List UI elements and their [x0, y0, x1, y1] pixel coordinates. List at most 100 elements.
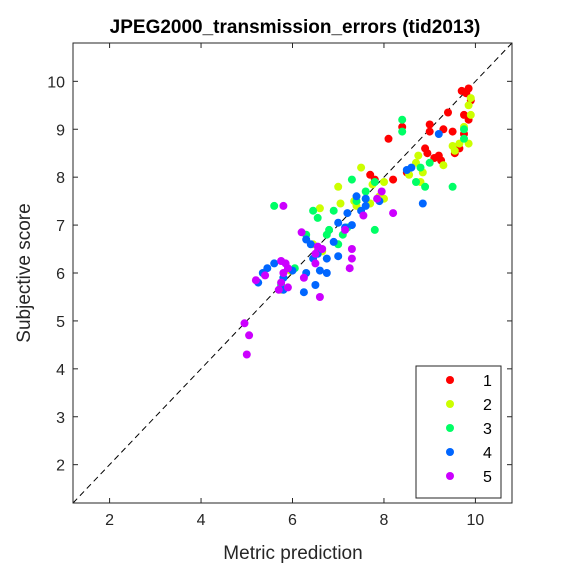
- data-point-series-5: [377, 187, 386, 196]
- data-point-series-4: [361, 194, 370, 203]
- data-point-series-3: [370, 225, 379, 234]
- data-point-series-4: [352, 192, 361, 201]
- data-point-series-2: [380, 178, 388, 186]
- data-point-series-3: [425, 158, 434, 167]
- data-point-series-5: [261, 271, 270, 280]
- data-point-series-2: [466, 110, 475, 119]
- data-point-series-2: [414, 151, 423, 160]
- data-point-series-3: [361, 187, 370, 196]
- reference-line-group: [72, 42, 513, 504]
- x-tick-label: 2: [105, 512, 114, 529]
- data-point-series-5: [359, 211, 368, 220]
- chart-title: JPEG2000_transmission_errors (tid2013): [110, 17, 481, 38]
- data-point-series-5: [245, 331, 254, 340]
- y-tick-label: 3: [56, 410, 65, 427]
- legend-marker-2: [446, 400, 454, 408]
- y-tick-label: 7: [56, 218, 65, 235]
- data-point-series-3: [416, 163, 425, 172]
- legend-label-2: 2: [483, 397, 492, 414]
- data-point-series-5: [283, 283, 292, 292]
- data-point-series-2: [464, 101, 473, 110]
- x-tick-label: 6: [288, 512, 297, 529]
- data-point-series-1: [423, 149, 432, 158]
- data-point-series-1: [448, 127, 457, 136]
- data-point-series-3: [398, 127, 407, 136]
- x-tick-label: 4: [197, 512, 206, 529]
- data-point-series-5: [373, 194, 382, 203]
- data-point-series-3: [412, 178, 420, 186]
- data-point-series-4: [302, 235, 311, 244]
- y-tick-label: 2: [56, 458, 65, 475]
- data-point-series-2: [439, 161, 448, 170]
- data-point-series-4: [322, 269, 331, 277]
- data-point-series-3: [370, 178, 379, 186]
- y-axis-ticks: 2 3 4 5 6 7 8 9 10: [47, 74, 512, 475]
- data-point-series-3: [347, 175, 356, 184]
- data-point-series-1: [457, 86, 466, 95]
- data-point-series-1: [389, 175, 398, 184]
- data-point-series-3: [460, 125, 468, 134]
- legend-label-5: 5: [483, 469, 492, 486]
- legend-label-4: 4: [483, 445, 492, 462]
- data-point-series-5: [251, 276, 260, 285]
- legend-marker-1: [446, 376, 454, 384]
- data-point-series-1: [425, 127, 434, 136]
- data-point-series-4: [315, 266, 324, 275]
- data-point-series-1: [384, 134, 393, 143]
- data-point-series-4: [311, 281, 320, 289]
- data-point-series-1: [425, 120, 434, 129]
- data-point-series-5: [347, 254, 356, 263]
- data-point-series-2: [334, 182, 343, 191]
- data-point-series-4: [329, 237, 338, 246]
- data-point-series-5: [279, 201, 288, 210]
- data-point-series-5: [311, 249, 320, 258]
- legend-label-1: 1: [483, 373, 492, 390]
- data-point-series-4: [334, 252, 343, 261]
- data-point-series-5: [389, 209, 398, 218]
- data-point-series-5: [240, 319, 249, 328]
- data-point-series-4: [407, 163, 416, 172]
- x-axis-ticks: 2 4 6 8 10: [105, 43, 484, 529]
- data-point-series-5: [277, 257, 286, 265]
- data-point-series-5: [311, 259, 320, 268]
- data-point-series-3: [309, 206, 318, 215]
- data-point-series-5: [242, 350, 251, 359]
- x-axis-label: Metric prediction: [223, 543, 362, 564]
- data-point-series-2: [466, 94, 475, 103]
- data-point-series-4: [347, 221, 356, 230]
- legend-label-3: 3: [483, 421, 492, 438]
- data-point-series-4: [270, 259, 279, 268]
- y-tick-label: 8: [56, 170, 65, 187]
- data-point-series-3: [398, 115, 407, 124]
- data-point-series-5: [347, 245, 356, 253]
- data-point-series-3: [421, 182, 430, 191]
- data-point-series-5: [277, 278, 286, 287]
- data-point-series-4: [334, 218, 343, 227]
- legend-box: [415, 365, 502, 499]
- y-tick-label: 6: [56, 266, 65, 283]
- x-tick-label: 8: [380, 512, 389, 529]
- data-point-series-5: [299, 273, 308, 282]
- data-point-series-2: [357, 163, 366, 172]
- data-point-series-3: [460, 134, 468, 143]
- data-point-series-5: [315, 293, 324, 301]
- y-tick-label: 9: [56, 122, 65, 139]
- data-point-series-3: [313, 213, 322, 222]
- data-points-group: [240, 84, 475, 359]
- x-tick-label: 10: [467, 512, 485, 529]
- data-point-series-3: [270, 201, 279, 210]
- data-point-series-2: [315, 204, 324, 213]
- legend: 1 2 3 4 5: [415, 365, 502, 499]
- data-point-series-5: [274, 285, 283, 294]
- data-point-series-4: [322, 254, 331, 263]
- data-point-series-5: [345, 264, 354, 273]
- legend-marker-4: [446, 448, 454, 456]
- legend-marker-5: [446, 472, 454, 480]
- data-point-series-4: [343, 209, 352, 218]
- data-point-series-5: [341, 225, 350, 234]
- y-tick-label: 5: [56, 314, 65, 331]
- y-axis-label: Subjective score: [14, 203, 35, 342]
- data-point-series-4: [418, 199, 427, 208]
- y-tick-label: 4: [56, 362, 65, 379]
